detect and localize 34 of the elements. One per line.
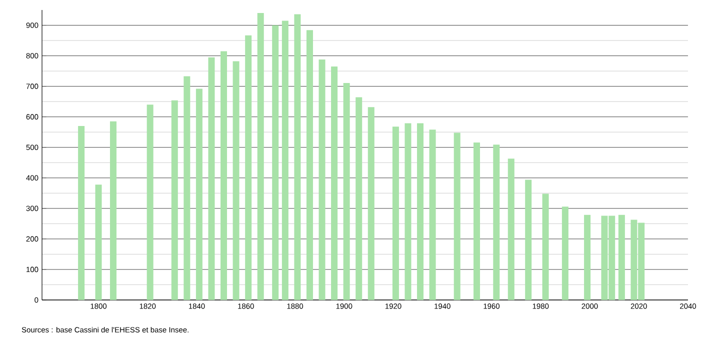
bar: [110, 121, 116, 300]
bar: [542, 194, 549, 300]
bar: [454, 132, 460, 300]
bar: [525, 180, 532, 300]
bar: [343, 82, 350, 300]
bar: [562, 206, 568, 300]
bar: [171, 100, 178, 300]
bar: [331, 66, 338, 300]
bar: [245, 35, 252, 300]
bar: [272, 25, 279, 300]
bar: [220, 51, 228, 300]
bar: [318, 59, 326, 300]
bar: [474, 142, 480, 300]
bar: [618, 214, 625, 300]
bar: [404, 123, 412, 300]
bar: [508, 158, 514, 300]
bar: [257, 13, 264, 300]
bar: [306, 30, 313, 300]
bar: [184, 76, 190, 300]
bar: [95, 184, 102, 300]
bar: [78, 126, 85, 300]
bar: [294, 14, 301, 300]
bar: [196, 88, 202, 300]
bar: [368, 107, 374, 300]
bar: [392, 126, 399, 300]
bar: [584, 214, 591, 300]
bar: [417, 123, 424, 300]
bar: [232, 61, 240, 300]
bar: [356, 97, 362, 300]
bar: [146, 104, 154, 300]
bar: [429, 130, 436, 300]
bar: [282, 20, 288, 300]
bar: [208, 57, 215, 300]
bar: [493, 144, 500, 300]
